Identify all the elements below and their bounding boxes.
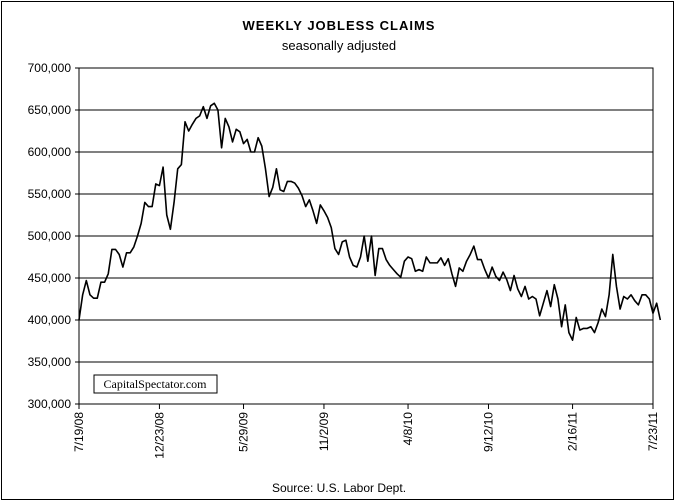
y-tick-label: 550,000 <box>28 187 72 201</box>
source-note: Source: U.S. Labor Dept. <box>272 481 406 495</box>
x-tick-label: 4/8/10 <box>401 412 415 446</box>
y-tick-label: 300,000 <box>28 397 72 411</box>
x-tick-label: 5/29/09 <box>237 412 251 452</box>
watermark-box <box>93 374 218 394</box>
series-line <box>78 102 662 341</box>
x-axis-ticks: 7/19/08 12/23/08 5/29/09 11/2/09 4/8/10 9/12/… <box>72 404 660 459</box>
x-tick-label: 9/12/10 <box>481 412 495 452</box>
y-tick-label: 700,000 <box>28 61 72 75</box>
y-tick-label: 350,000 <box>28 355 72 369</box>
chart-subtitle: seasonally adjusted <box>282 38 396 53</box>
y-tick-label: 400,000 <box>28 313 72 327</box>
y-tick-label: 600,000 <box>28 145 72 159</box>
x-tick-label: 12/23/08 <box>152 412 166 459</box>
x-tick-label: 2/16/11 <box>566 412 580 451</box>
y-tick-label: 450,000 <box>28 271 72 285</box>
chart-title: WEEKLY JOBLESS CLAIMS <box>243 18 436 33</box>
x-tick-label: 7/19/08 <box>72 412 86 452</box>
y-tick-label: 500,000 <box>28 229 72 243</box>
y-axis-ticks: 300,000 350,000 400,000 450,000 500,000 550,0… <box>28 61 79 411</box>
x-tick-label: 7/23/11 <box>646 412 660 451</box>
y-tick-label: 650,000 <box>28 103 72 117</box>
series-group <box>78 102 662 341</box>
x-tick-label: 11/2/09 <box>317 412 331 451</box>
watermark-text: CapitalSpectator.com <box>104 377 208 391</box>
